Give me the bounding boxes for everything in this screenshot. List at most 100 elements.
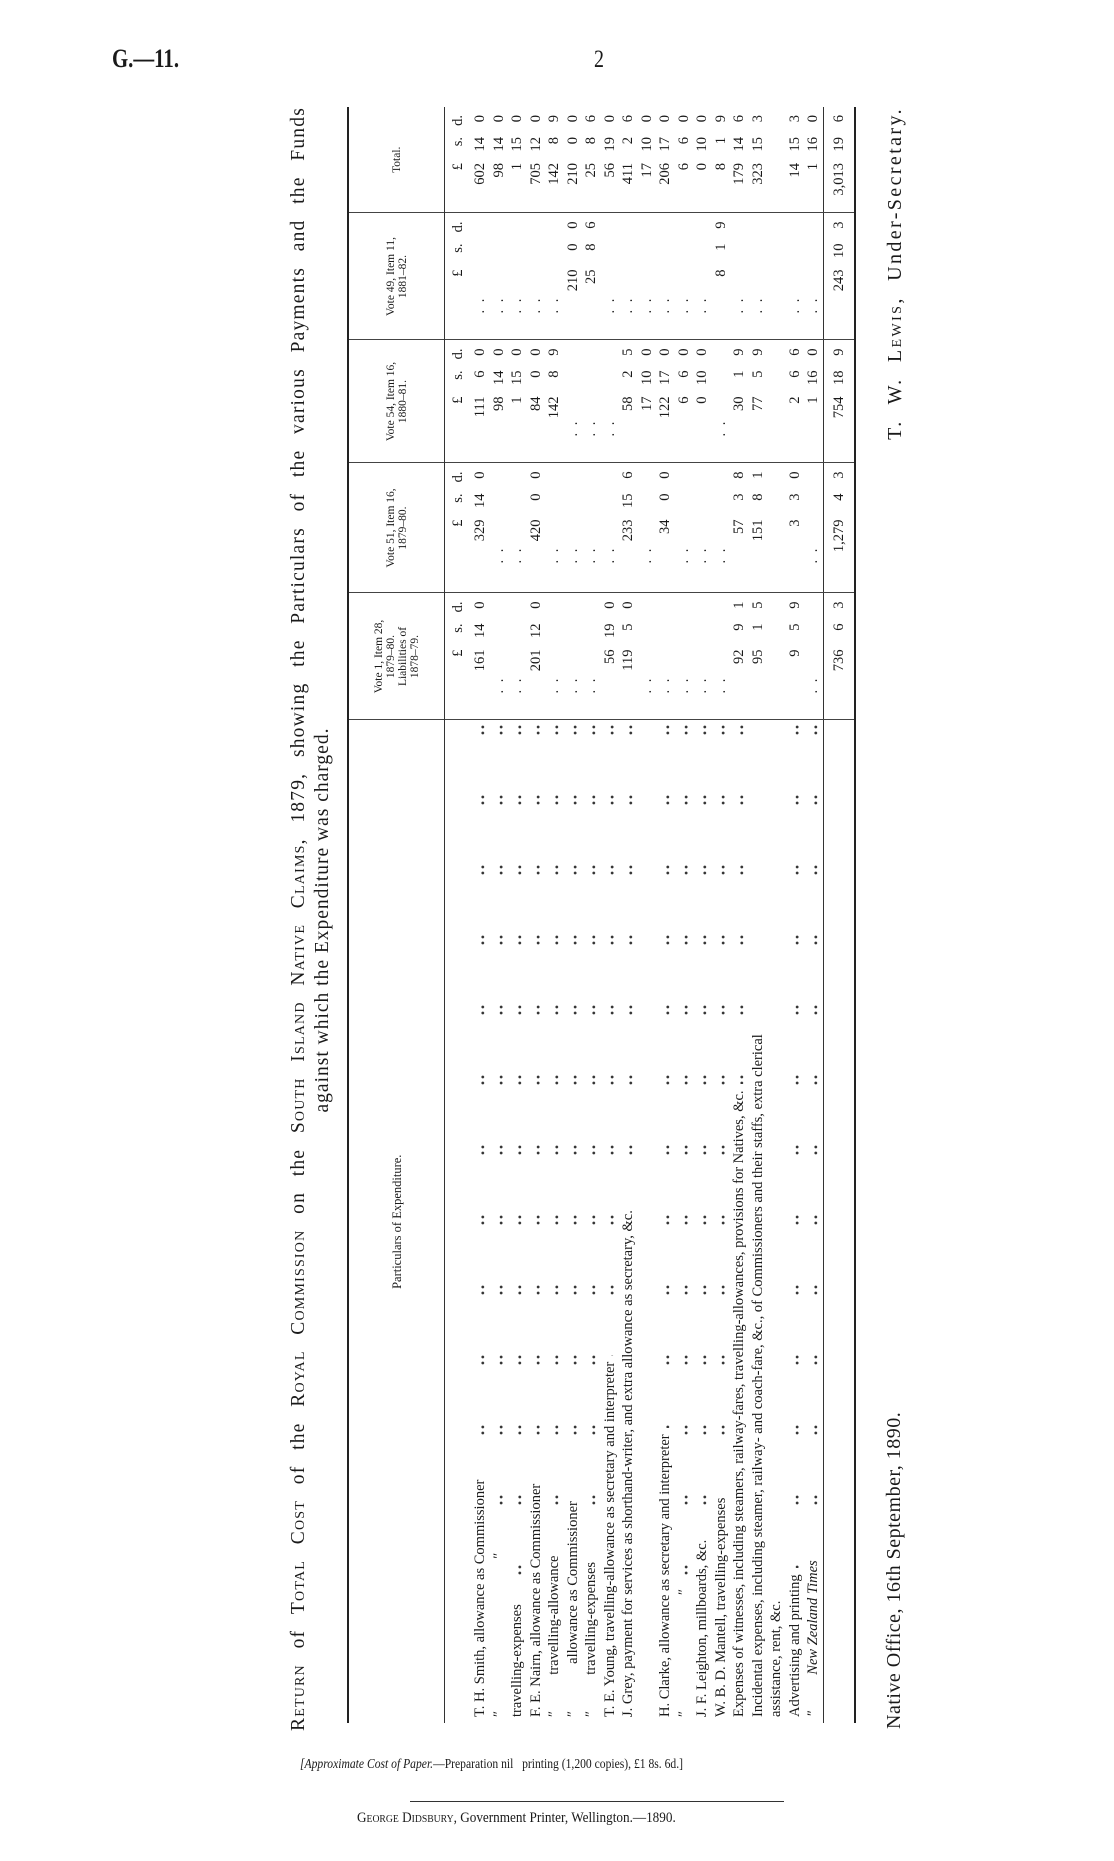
amount-pence: 6 — [786, 348, 803, 356]
table-row: ″ ″ . . . . 98 14 0 . . 98 14 0 — [489, 107, 509, 1723]
vote-49-cell: 210 0 0 — [563, 213, 583, 340]
amount: . . — [490, 464, 509, 593]
amount-pounds: 151 — [749, 519, 766, 542]
units: £ s. d. — [445, 214, 471, 340]
amount: . . — [656, 594, 675, 720]
vote-54-cell: 84 0 0 — [526, 340, 545, 463]
amount: 25 8 6 — [582, 107, 601, 213]
empty-mark: . . — [694, 296, 710, 314]
amount: 98 14 0 — [490, 107, 509, 213]
amount-shillings: 8 — [749, 493, 766, 501]
amount: 6 6 0 — [675, 107, 694, 213]
particulars-cell: ″ travelling-allowance — [545, 720, 564, 1723]
amount-pounds: 8 — [712, 269, 729, 277]
amount: 1 15 0 — [508, 341, 527, 463]
amount-shillings: 5 — [749, 370, 766, 378]
totals-row: 736 6 3 1,279 4 3 754 18 9 243 10 3 3,013 19 6 — [823, 107, 855, 1723]
amount: . . — [582, 594, 601, 720]
amount-shillings: 12 — [527, 137, 544, 152]
vote-49-cell: . . — [693, 213, 712, 340]
amount-shillings: 0 — [527, 370, 544, 378]
amount: 8 1 9 — [712, 107, 731, 213]
amount-shillings: 8 — [583, 243, 599, 251]
amount-pounds: 0 — [694, 163, 710, 171]
particulars-label: travelling-expenses — [509, 1598, 525, 1717]
particulars-label: Incidental expenses, including steamer, … — [749, 1028, 766, 1717]
amount: . . — [527, 214, 546, 340]
total-total: 3,013 19 6 — [823, 107, 855, 213]
amount-pence: 0 — [564, 115, 581, 123]
amount-shillings: 6 — [675, 137, 692, 145]
vote-54-cell: 30 1 9 — [730, 340, 749, 463]
particulars-label: H. Clarke, allowance as secretary and in… — [657, 1428, 673, 1717]
amount-shillings: 8 — [546, 137, 562, 145]
amount-shillings: 5 — [786, 623, 803, 631]
total-vote-49: 243 10 3 — [823, 213, 855, 340]
amount-pence: 5 — [620, 348, 636, 356]
amount: . . — [582, 464, 601, 593]
empty-mark: . . — [712, 676, 729, 694]
amount: . . — [712, 594, 731, 720]
amount-pence: 0 — [472, 601, 488, 609]
printer-detail: , Government Printer, Wellington.—1890. — [453, 1810, 676, 1826]
units: £ s. d. — [445, 107, 471, 213]
amount: . . — [508, 464, 527, 593]
amount-pounds: 2 — [786, 396, 803, 404]
amount-pence: 0 — [564, 221, 581, 229]
table-row: ″ allowance as Commissioner . . . . . . 210 0… — [563, 107, 583, 1723]
vote-51-cell: . . — [674, 463, 693, 593]
empty-mark: . . — [805, 676, 821, 694]
amount-pence: 9 — [786, 601, 803, 609]
amount: 210 0 0 — [564, 214, 583, 340]
amount-pounds: 6 — [675, 163, 692, 171]
rotated-return-table-page: Return of Total Cost of the Royal Commis… — [280, 105, 930, 1735]
amount-pence: 0 — [527, 471, 544, 479]
amount-pence: 0 — [472, 115, 488, 123]
amount: 206 17 0 — [656, 107, 675, 213]
table-row: travelling-expenses . . . . 1 15 0 . . 1 15 0 — [508, 107, 527, 1723]
total-vote-1: 736 6 3 — [823, 593, 855, 720]
amount-pence: 3 — [830, 221, 847, 229]
amount-pence: 1 — [749, 471, 766, 479]
amount: 161 14 0 — [471, 594, 490, 720]
amount: . . — [471, 214, 490, 340]
unit-label: d. — [450, 601, 466, 613]
units: £ s. d. — [445, 341, 471, 463]
column-header-vote-49: Vote 49, Item 11, 1881–82. — [348, 213, 445, 340]
vote-49-cell: . . — [619, 213, 638, 340]
table-row: Advertising and printing 9 5 9 3 3 0 2 6 6 . . 14 15… — [785, 107, 805, 1723]
vote-54-cell: 0 10 0 — [693, 340, 712, 463]
particulars-label: ″ New Zealand Times — [805, 1554, 821, 1717]
particulars-label: Advertising and printing — [786, 1568, 803, 1717]
vote-49-cell: . . — [489, 213, 508, 340]
amount-pounds: 6 — [675, 396, 692, 404]
amount-pounds: 9 — [786, 649, 803, 657]
units-total: £ s. d. — [444, 107, 471, 213]
units-vote-54: £ s. d. — [444, 340, 471, 463]
unit-label: £ — [450, 163, 466, 171]
vote-1-cell: 201 12 0 — [526, 593, 545, 720]
amount: 14 15 3 — [786, 107, 805, 213]
amount: 323 15 3 — [749, 107, 768, 213]
amount-pence: 0 — [786, 471, 803, 479]
amount-pounds: 705 — [527, 163, 544, 185]
particulars-cell: W. B. D. Mantell, travelling-expenses — [711, 720, 730, 1723]
empty-mark: . . — [601, 419, 618, 437]
amount-pence: 9 — [731, 348, 747, 356]
vote-51-cell: 34 0 0 — [656, 463, 675, 593]
table-row: ″ travelling-expenses . . . . . . 25 8 6 25 8 6 — [582, 107, 601, 1723]
document-reference: G.—11. — [112, 44, 180, 73]
amount-pounds: 736 — [830, 649, 847, 672]
empty-mark: . . — [694, 546, 710, 564]
vote-1-cell: 9 5 9 — [785, 593, 804, 720]
total-cell: 411 2 6 — [619, 107, 638, 213]
vote-51-cell: . . — [804, 463, 823, 593]
empty-mark: . . — [712, 546, 729, 564]
amount: . . — [749, 214, 768, 340]
amount-pence: 0 — [657, 348, 673, 356]
amount-shillings: 10 — [694, 137, 710, 152]
amount-pounds: 34 — [657, 519, 673, 535]
amount: 57 3 8 — [730, 464, 749, 593]
vote-1-cell: . . — [508, 593, 527, 720]
units-row: £ s. d. £ s. d. £ s. d. £ s. d. £ s. d. — [444, 107, 471, 1723]
